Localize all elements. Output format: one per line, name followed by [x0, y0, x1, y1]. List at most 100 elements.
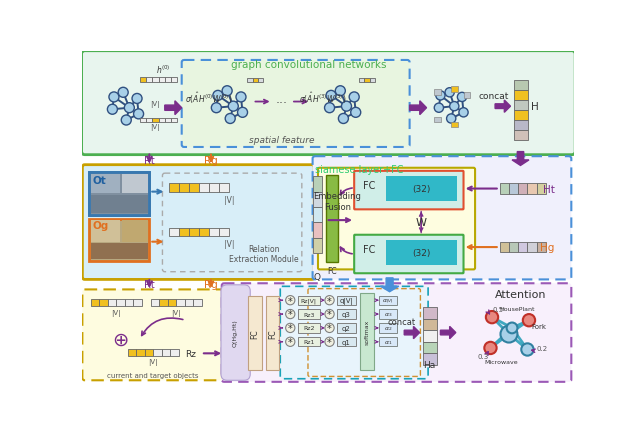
Text: Rz|V|: Rz|V|: [301, 298, 317, 303]
Text: *: *: [327, 310, 332, 319]
FancyBboxPatch shape: [360, 294, 374, 370]
FancyBboxPatch shape: [90, 173, 149, 215]
FancyBboxPatch shape: [162, 350, 170, 356]
FancyBboxPatch shape: [136, 350, 145, 356]
Text: spatial feature: spatial feature: [249, 135, 314, 144]
FancyBboxPatch shape: [369, 79, 375, 82]
Text: $\oplus$: $\oplus$: [112, 330, 129, 349]
FancyBboxPatch shape: [140, 118, 147, 123]
Circle shape: [349, 93, 359, 103]
FancyBboxPatch shape: [515, 81, 528, 91]
FancyBboxPatch shape: [312, 157, 572, 280]
Circle shape: [450, 102, 459, 111]
Text: q|V|: q|V|: [340, 297, 353, 304]
FancyBboxPatch shape: [337, 310, 356, 319]
Circle shape: [435, 104, 444, 113]
FancyBboxPatch shape: [386, 177, 456, 201]
FancyBboxPatch shape: [152, 78, 159, 82]
Text: *: *: [327, 338, 332, 347]
FancyBboxPatch shape: [168, 184, 179, 192]
FancyBboxPatch shape: [185, 299, 193, 306]
FancyBboxPatch shape: [500, 242, 509, 253]
FancyBboxPatch shape: [209, 228, 219, 237]
FancyBboxPatch shape: [312, 238, 322, 254]
FancyBboxPatch shape: [451, 87, 458, 92]
FancyBboxPatch shape: [298, 323, 319, 333]
Polygon shape: [404, 327, 420, 339]
FancyBboxPatch shape: [253, 79, 258, 82]
Polygon shape: [440, 327, 456, 339]
Text: siamese layer+FC: siamese layer+FC: [314, 165, 403, 175]
Circle shape: [507, 323, 517, 334]
FancyBboxPatch shape: [91, 195, 148, 214]
FancyBboxPatch shape: [82, 52, 575, 155]
Circle shape: [325, 323, 334, 333]
FancyBboxPatch shape: [258, 79, 263, 82]
FancyBboxPatch shape: [198, 228, 209, 237]
Circle shape: [523, 314, 535, 327]
FancyBboxPatch shape: [326, 176, 338, 262]
Text: FC: FC: [363, 245, 375, 255]
FancyBboxPatch shape: [151, 299, 159, 306]
FancyBboxPatch shape: [515, 101, 528, 111]
FancyBboxPatch shape: [170, 350, 179, 356]
FancyBboxPatch shape: [219, 228, 228, 237]
FancyBboxPatch shape: [500, 184, 509, 194]
FancyBboxPatch shape: [424, 319, 436, 331]
FancyBboxPatch shape: [189, 228, 198, 237]
Text: concat: concat: [388, 318, 416, 327]
Circle shape: [225, 114, 236, 124]
FancyBboxPatch shape: [379, 296, 397, 305]
FancyBboxPatch shape: [116, 299, 125, 306]
Circle shape: [458, 93, 467, 102]
FancyBboxPatch shape: [209, 184, 219, 192]
Circle shape: [459, 108, 468, 118]
FancyBboxPatch shape: [198, 184, 209, 192]
Circle shape: [521, 344, 534, 356]
Circle shape: [108, 105, 117, 115]
Text: Microwave: Microwave: [484, 359, 518, 364]
Text: q2: q2: [342, 325, 351, 331]
FancyBboxPatch shape: [280, 287, 428, 379]
Polygon shape: [380, 278, 399, 292]
Text: softmax: softmax: [365, 319, 370, 345]
Text: $\alpha_2$: $\alpha_2$: [384, 324, 392, 332]
Text: FC: FC: [363, 181, 375, 191]
FancyBboxPatch shape: [318, 169, 475, 270]
Circle shape: [325, 338, 334, 347]
FancyBboxPatch shape: [122, 221, 148, 242]
Text: FC: FC: [250, 329, 259, 338]
FancyBboxPatch shape: [159, 118, 164, 123]
Text: 0.3: 0.3: [477, 353, 488, 359]
Circle shape: [237, 108, 248, 118]
FancyBboxPatch shape: [386, 240, 456, 265]
FancyBboxPatch shape: [312, 192, 322, 208]
FancyBboxPatch shape: [424, 331, 436, 342]
FancyBboxPatch shape: [515, 91, 528, 101]
FancyBboxPatch shape: [171, 118, 177, 123]
Text: *: *: [288, 338, 292, 347]
FancyBboxPatch shape: [337, 296, 356, 305]
FancyBboxPatch shape: [152, 118, 159, 123]
Text: $\sigma(\hat{A}H^{(0)}W^{(0)})$: $\sigma(\hat{A}H^{(0)}W^{(0)})$: [185, 90, 232, 105]
FancyBboxPatch shape: [515, 111, 528, 121]
Text: FC: FC: [268, 329, 277, 338]
Text: |V|: |V|: [224, 195, 235, 204]
FancyBboxPatch shape: [537, 242, 546, 253]
Text: q3: q3: [342, 311, 351, 317]
Circle shape: [436, 92, 445, 101]
Text: $\alpha_1$: $\alpha_1$: [384, 338, 392, 346]
FancyBboxPatch shape: [435, 90, 441, 95]
Text: Fork: Fork: [531, 324, 547, 330]
FancyBboxPatch shape: [515, 131, 528, 141]
Text: (32): (32): [412, 249, 430, 258]
FancyBboxPatch shape: [147, 78, 152, 82]
FancyBboxPatch shape: [133, 299, 141, 306]
FancyBboxPatch shape: [91, 221, 120, 242]
FancyBboxPatch shape: [128, 350, 136, 356]
FancyBboxPatch shape: [435, 118, 441, 123]
Circle shape: [285, 296, 295, 305]
Circle shape: [134, 110, 143, 120]
FancyBboxPatch shape: [266, 297, 280, 370]
FancyBboxPatch shape: [354, 172, 463, 210]
